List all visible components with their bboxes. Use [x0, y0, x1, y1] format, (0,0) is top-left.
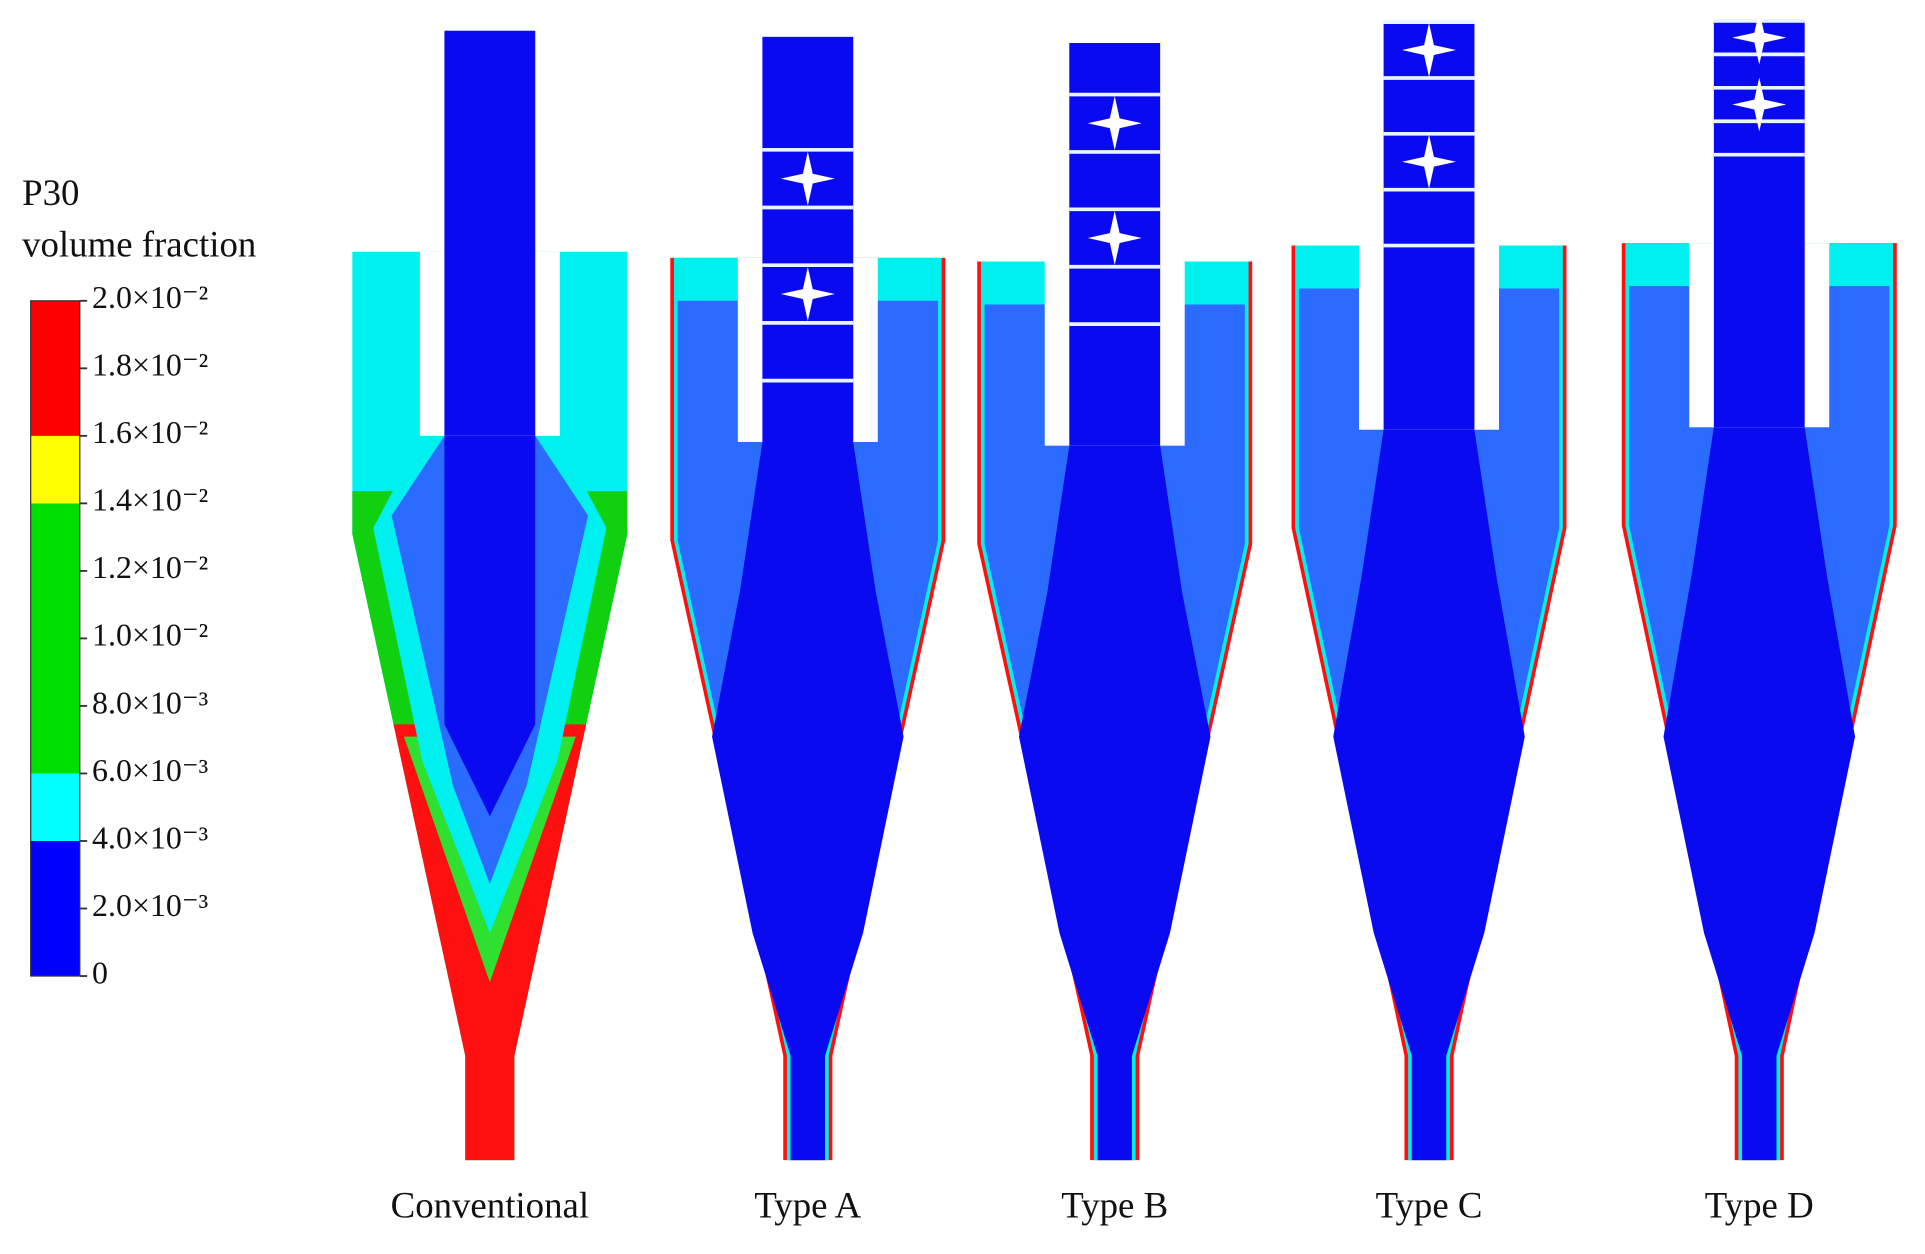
swirl-blade	[780, 151, 835, 206]
colorbar-tick-label: 2.0×10⁻²	[92, 280, 208, 315]
swirl-blade	[780, 267, 835, 322]
colorbar-title: P30	[22, 172, 79, 213]
colorbar-tick-label: 2.0×10⁻³	[92, 888, 208, 923]
colorbar-band	[30, 773, 80, 841]
swirl-blade	[1732, 77, 1787, 132]
contour	[1333, 429, 1525, 1161]
swirl-blade	[1402, 23, 1457, 78]
colorbar-tick-label: 1.4×10⁻²	[92, 483, 208, 518]
colorbar-subtitle: volume fraction	[22, 223, 256, 264]
panel-label: Type C	[1376, 1185, 1483, 1226]
vortex-finder	[1383, 22, 1475, 430]
panel-label: Type A	[754, 1185, 861, 1226]
colorbar-tick-label: 1.2×10⁻²	[92, 550, 208, 585]
panel-label: Conventional	[391, 1185, 589, 1226]
swirl-blade	[1402, 134, 1457, 189]
colorbar-band	[30, 840, 80, 977]
colorbar-tick-label: 1.8×10⁻²	[92, 348, 208, 383]
panel-label: Type D	[1705, 1185, 1814, 1226]
panel-label: Type B	[1061, 1185, 1168, 1226]
swirl-blade	[1732, 10, 1787, 65]
colorbar-tick-label: 6.0×10⁻³	[92, 753, 208, 788]
vortex-finder	[444, 30, 536, 436]
contour	[1663, 427, 1856, 1161]
contour	[712, 441, 904, 1161]
colorbar-tick-label: 0	[92, 955, 108, 990]
colorbar-tick-label: 8.0×10⁻³	[92, 685, 208, 720]
colorbar-tick-label: 4.0×10⁻³	[92, 820, 208, 855]
colorbar-tick-label: 1.6×10⁻²	[92, 415, 208, 450]
vortex-finder	[762, 36, 854, 442]
contour	[1018, 445, 1211, 1161]
colorbar-band	[30, 435, 80, 504]
colorbar-band	[30, 300, 80, 436]
swirl-blade	[1087, 96, 1142, 151]
colorbar-tick-label: 1.0×10⁻²	[92, 618, 208, 653]
swirl-blade	[1087, 211, 1142, 266]
colorbar-band	[30, 503, 80, 774]
contour	[444, 435, 536, 817]
